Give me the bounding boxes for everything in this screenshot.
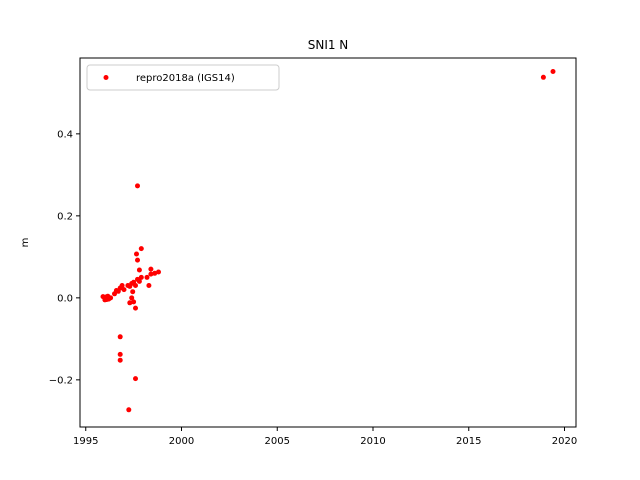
data-point <box>129 295 135 301</box>
x-tick-label: 2020 <box>552 436 577 447</box>
y-tick-label: 0.0 <box>57 293 73 304</box>
x-tick-label: 2010 <box>360 436 385 447</box>
legend-box <box>86 64 280 91</box>
data-point <box>117 351 123 357</box>
data-point <box>148 266 154 272</box>
y-tick-label: −0.2 <box>49 375 73 386</box>
data-point <box>117 334 123 340</box>
chart-title: SNI1 N <box>308 38 349 52</box>
data-point <box>133 305 138 311</box>
legend-marker <box>103 75 109 80</box>
data-point <box>146 283 152 288</box>
data-point <box>126 407 132 413</box>
data-point <box>117 357 123 363</box>
x-tick-label: 2000 <box>169 436 194 447</box>
x-tick-label: 1995 <box>73 436 98 447</box>
data-point <box>138 246 144 252</box>
plot-frame <box>79 57 577 428</box>
data-point <box>144 274 150 280</box>
x-tick-label: 2005 <box>265 436 290 447</box>
data-point <box>156 269 161 275</box>
data-point <box>108 295 114 301</box>
data-point <box>133 283 138 288</box>
y-tick-label: 0.2 <box>57 211 73 222</box>
legend: repro2018a (IGS14) <box>86 64 280 91</box>
data-point <box>130 289 136 295</box>
data-point <box>119 283 125 288</box>
data-point <box>131 299 137 305</box>
legend-label: repro2018a (IGS14) <box>136 73 235 84</box>
data-point <box>540 74 546 80</box>
data-point <box>152 270 158 276</box>
data-point <box>136 267 142 273</box>
plot-area <box>79 57 577 428</box>
data-point <box>135 183 140 189</box>
x-tick-label: 2015 <box>456 436 481 447</box>
x-axis: 1995 2000 2005 2010 2015 2020 <box>73 427 577 447</box>
data-point <box>134 251 139 257</box>
data-point <box>121 287 127 293</box>
y-tick-label: 0.4 <box>57 129 73 140</box>
data-point <box>127 300 133 306</box>
data-point <box>133 376 138 382</box>
y-axis-label: m <box>20 238 31 248</box>
data-points <box>100 69 556 413</box>
data-point <box>136 278 142 284</box>
y-axis: −0.2 0.0 0.2 0.4 <box>49 129 80 386</box>
data-point <box>135 257 140 263</box>
data-point <box>138 274 144 280</box>
data-point <box>148 271 154 277</box>
data-point <box>550 69 556 74</box>
